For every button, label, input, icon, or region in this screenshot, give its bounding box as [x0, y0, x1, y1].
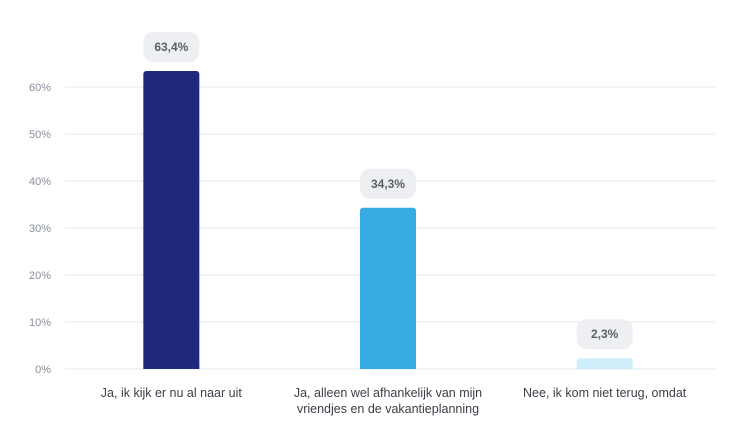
- bar-2: [360, 207, 416, 369]
- x-category-label-line: Ja, alleen wel afhankelijk van mijn: [294, 386, 482, 400]
- bar-1-base: [143, 365, 200, 369]
- y-tick-label: 50%: [29, 129, 51, 141]
- data-label: 34,3%: [371, 177, 405, 191]
- y-tick-label: 60%: [29, 82, 51, 94]
- bar-1: [143, 71, 200, 370]
- y-axis-ticks: 0% 10% 20% 30% 40% 50% 60%: [29, 82, 51, 376]
- x-category-label-line: Ja, ik kijk er nu al naar uit: [101, 386, 243, 400]
- x-category-label: Ja, alleen wel afhankelijk van mijn vrien…: [294, 386, 482, 416]
- x-category-label-line: vriendjes en de vakantieplanning: [297, 402, 479, 416]
- x-category-label: Nee, ik kom niet terug, omdat: [523, 386, 687, 400]
- y-tick-label: 40%: [29, 176, 51, 188]
- value-badge: [143, 32, 200, 63]
- data-label: 2,3%: [591, 327, 619, 341]
- data-label: 63,4%: [154, 40, 188, 54]
- y-tick-label: 10%: [29, 317, 51, 329]
- y-tick-label: 0%: [35, 364, 51, 376]
- value-badge: [576, 319, 633, 350]
- y-tick-label: 20%: [29, 270, 51, 282]
- x-category-label-line: Nee, ik kom niet terug, omdat: [523, 386, 687, 400]
- y-tick-label: 30%: [29, 223, 51, 235]
- x-axis-categories: Ja, ik kijk er nu al naar uit Ja, alleen …: [101, 386, 687, 416]
- data-labels: 63,4% 34,3% 2,3%: [143, 32, 633, 350]
- x-category-label: Ja, ik kijk er nu al naar uit: [101, 386, 243, 400]
- bars: [143, 71, 633, 370]
- bar-2-base: [360, 365, 416, 369]
- value-badge: [360, 168, 416, 199]
- bar-3-base: [576, 365, 633, 369]
